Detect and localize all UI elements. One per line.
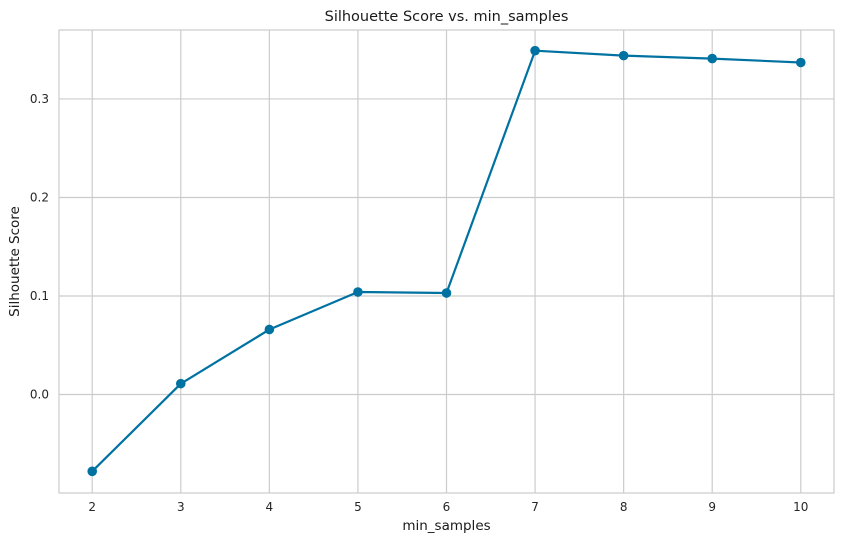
y-tick-label: 0.1 (30, 289, 49, 303)
y-tick-label: 0.3 (30, 92, 49, 106)
data-point (618, 50, 629, 61)
data-point (795, 57, 806, 68)
x-tick-label: 7 (531, 500, 539, 514)
x-axis-label: min_samples (402, 518, 490, 534)
chart-title: Silhouette Score vs. min_samples (325, 9, 569, 25)
data-point (175, 378, 186, 389)
data-point (530, 45, 540, 56)
x-tick-label: 9 (708, 500, 716, 514)
x-tick-label: 5 (354, 500, 362, 514)
grid (59, 30, 834, 493)
x-tick-label: 4 (266, 500, 274, 514)
data-point (264, 324, 275, 335)
series (87, 45, 806, 477)
plot-frame (58, 29, 835, 494)
y-tick-label: 0.0 (30, 387, 49, 401)
y-tick-label: 0.2 (30, 190, 49, 204)
data-point (707, 53, 718, 64)
x-tick-label: 6 (443, 500, 451, 514)
x-tick-label: 3 (177, 500, 185, 514)
tick-labels: 2 3 4 5 6 7 8 9 10 0.0 0.1 0.2 0.3 (30, 92, 809, 514)
data-point (87, 466, 98, 477)
x-tick-label: 10 (793, 500, 808, 514)
data-point (353, 287, 363, 297)
data-point (441, 288, 452, 298)
x-tick-label: 8 (620, 500, 628, 514)
y-axis-label: Silhouette Score (7, 206, 23, 317)
x-tick-label: 2 (88, 500, 96, 514)
